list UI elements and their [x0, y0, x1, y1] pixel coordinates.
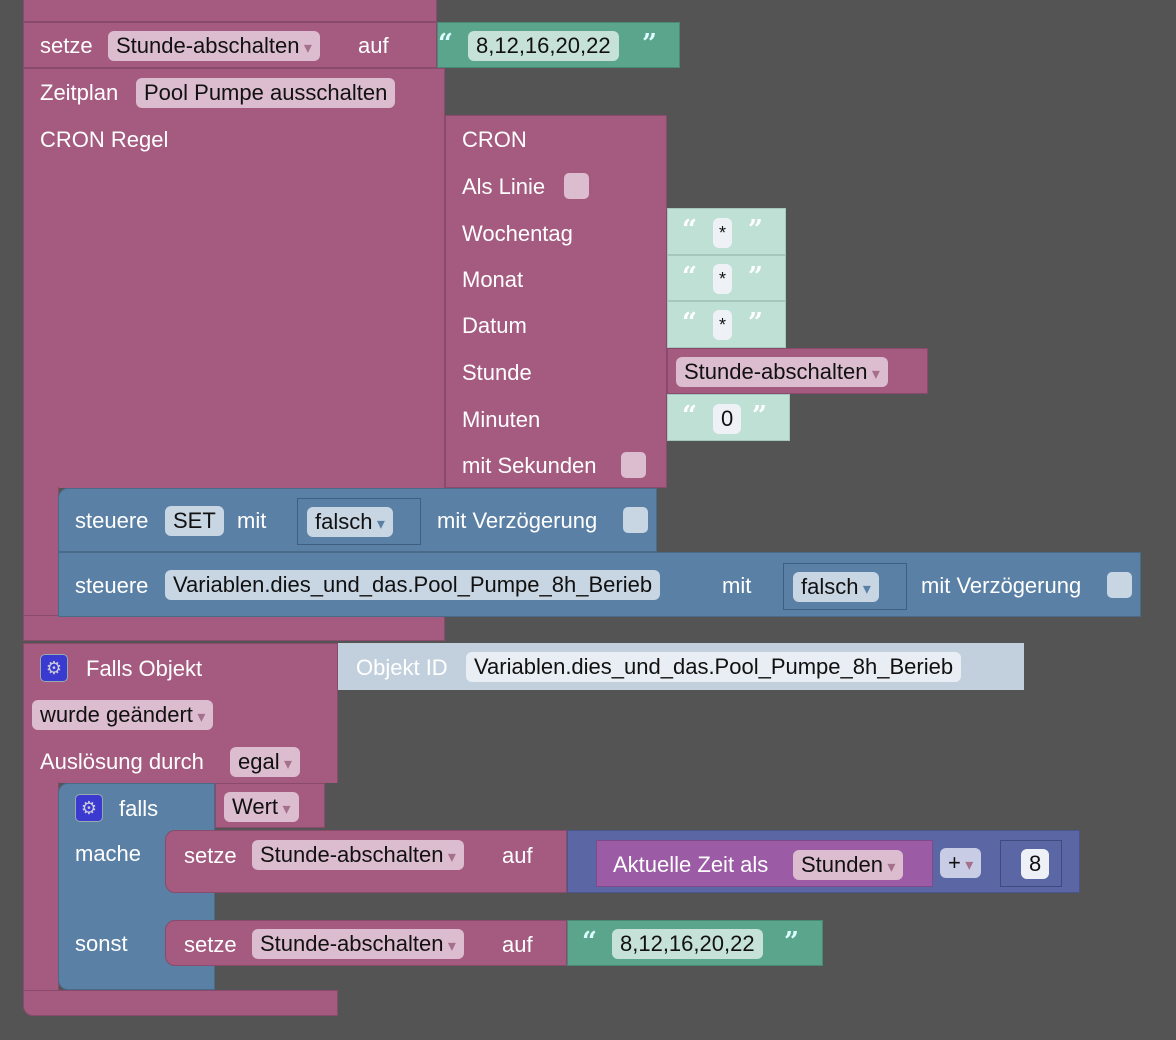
set-label: setze [40, 33, 93, 58]
date-field[interactable]: * [713, 310, 733, 340]
to-label: auf [502, 843, 533, 868]
minutes-field[interactable]: 0 [713, 404, 742, 434]
current-time-block[interactable]: Aktuelle Zeit als Stunden [596, 840, 933, 887]
close-quote-icon: ” [748, 215, 763, 245]
arithmetic-block[interactable]: Aktuelle Zeit als Stunden + 8 [567, 830, 1080, 893]
delay-checkbox[interactable] [623, 507, 648, 533]
variable-dropdown[interactable]: Stunde-abschalten [252, 840, 464, 870]
open-quote-icon: “ [438, 29, 453, 59]
gear-icon[interactable]: ⚙ [75, 794, 103, 822]
schedule-spine [23, 487, 59, 617]
close-quote-icon: ” [642, 29, 657, 59]
with-seconds-label: mit Sekunden [462, 453, 597, 478]
close-quote-icon: ” [748, 308, 763, 338]
month-text-block[interactable]: “ * ” [667, 255, 786, 301]
hour-label: Stunde [462, 360, 532, 385]
object-id-block[interactable]: Objekt ID Variablen.dies_und_das.Pool_Pu… [338, 643, 1024, 690]
schedule-bottom [23, 615, 445, 641]
set-variable-block[interactable]: setze Stunde-abschalten auf [165, 920, 567, 966]
date-label: Datum [462, 313, 527, 338]
event-dropdown[interactable]: wurde geändert [32, 700, 214, 730]
delay-checkbox[interactable] [1107, 572, 1132, 598]
open-quote-icon: “ [682, 401, 697, 431]
else-label: sonst [75, 931, 128, 956]
control-variable-block[interactable]: steuere Variablen.dies_und_das.Pool_Pump… [58, 552, 1141, 617]
object-id-field[interactable]: Variablen.dies_und_das.Pool_Pumpe_8h_Ber… [466, 652, 962, 682]
number-field[interactable]: 8 [1021, 849, 1050, 879]
text-field[interactable]: 8,12,16,20,22 [468, 31, 619, 61]
boolean-dropdown[interactable]: falsch [307, 507, 393, 537]
text-block[interactable]: “ 8,12,16,20,22 ” [567, 920, 823, 966]
variable-dropdown[interactable]: Stunde-abschalten [108, 31, 320, 61]
control-target-field[interactable]: Variablen.dies_und_das.Pool_Pumpe_8h_Ber… [165, 570, 661, 600]
boolean-block[interactable]: falsch [297, 498, 421, 545]
trigger-bottom [23, 990, 338, 1016]
boolean-dropdown[interactable]: falsch [793, 572, 879, 602]
control-set-block[interactable]: steuere SET mit falsch mit Verzögerung [58, 488, 657, 552]
delay-label: mit Verzögerung [437, 508, 598, 533]
boolean-block[interactable]: falsch [783, 563, 907, 610]
trigger-spine [23, 782, 59, 992]
set-variable-block[interactable]: setze Stunde-abschalten auf [23, 22, 437, 68]
as-line-label: Als Linie [462, 174, 546, 199]
on-object-change-block[interactable]: ⚙ Falls Objekt wurde geändert Auslösung … [23, 643, 338, 783]
minutes-text-block[interactable]: “ 0 ” [667, 394, 790, 441]
open-quote-icon: “ [682, 215, 697, 245]
open-quote-icon: “ [682, 262, 697, 292]
control-target-field[interactable]: SET [165, 506, 224, 536]
current-time-label: Aktuelle Zeit als [613, 852, 769, 877]
schedule-name-field[interactable]: Pool Pumpe ausschalten [136, 78, 396, 108]
close-quote-icon: ” [784, 927, 799, 957]
value-dropdown[interactable]: Wert [224, 792, 299, 822]
cron-title: CRON [462, 127, 527, 152]
to-label: auf [358, 33, 389, 58]
trigger-by-label: Auslösung durch [40, 749, 204, 774]
delay-label: mit Verzögerung [921, 573, 1082, 598]
set-variable-block[interactable]: setze Stunde-abschalten auf [165, 830, 567, 893]
weekday-field[interactable]: * [713, 218, 733, 248]
hour-variable-block[interactable]: Stunde-abschalten [667, 348, 928, 394]
do-label: mache [75, 841, 142, 866]
unit-dropdown[interactable]: Stunden [793, 850, 904, 880]
month-label: Monat [462, 267, 524, 292]
month-field[interactable]: * [713, 264, 733, 294]
to-label: auf [502, 932, 533, 957]
set-label: setze [184, 843, 237, 868]
hour-variable-dropdown[interactable]: Stunde-abschalten [676, 357, 888, 387]
schedule-label: Zeitplan [40, 80, 119, 105]
weekday-label: Wochentag [462, 221, 573, 246]
object-id-label: Objekt ID [356, 655, 448, 680]
control-label: steuere [75, 573, 149, 598]
minutes-label: Minuten [462, 407, 541, 432]
text-field[interactable]: 8,12,16,20,22 [612, 929, 763, 959]
weekday-text-block[interactable]: “ * ” [667, 208, 786, 255]
text-block[interactable]: “ 8,12,16,20,22 ” [437, 22, 680, 68]
close-quote-icon: ” [752, 401, 767, 431]
open-quote-icon: “ [582, 927, 597, 957]
schedule-block[interactable]: Zeitplan Pool Pumpe ausschalten CRON Reg… [23, 68, 445, 488]
if-label: falls [119, 796, 159, 821]
control-label: steuere [75, 508, 149, 533]
open-quote-icon: “ [682, 308, 697, 338]
date-text-block[interactable]: “ * ” [667, 301, 786, 348]
operator-dropdown[interactable]: + [940, 848, 982, 878]
trigger-by-dropdown[interactable]: egal [230, 747, 301, 777]
as-line-checkbox[interactable] [564, 173, 589, 199]
with-label: mit [237, 508, 267, 533]
value-block[interactable]: Wert [215, 783, 325, 828]
variable-dropdown[interactable]: Stunde-abschalten [252, 929, 464, 959]
with-seconds-checkbox[interactable] [621, 452, 646, 478]
close-quote-icon: ” [748, 262, 763, 292]
previous-block[interactable] [23, 0, 437, 22]
trigger-label: Falls Objekt [86, 656, 203, 681]
cron-rule-label: CRON Regel [40, 127, 169, 152]
number-block[interactable]: 8 [1000, 840, 1062, 887]
with-label: mit [722, 573, 752, 598]
gear-icon[interactable]: ⚙ [40, 654, 68, 682]
set-label: setze [184, 932, 237, 957]
cron-block[interactable]: CRON Als Linie Wochentag Monat Datum Stu… [445, 115, 667, 488]
